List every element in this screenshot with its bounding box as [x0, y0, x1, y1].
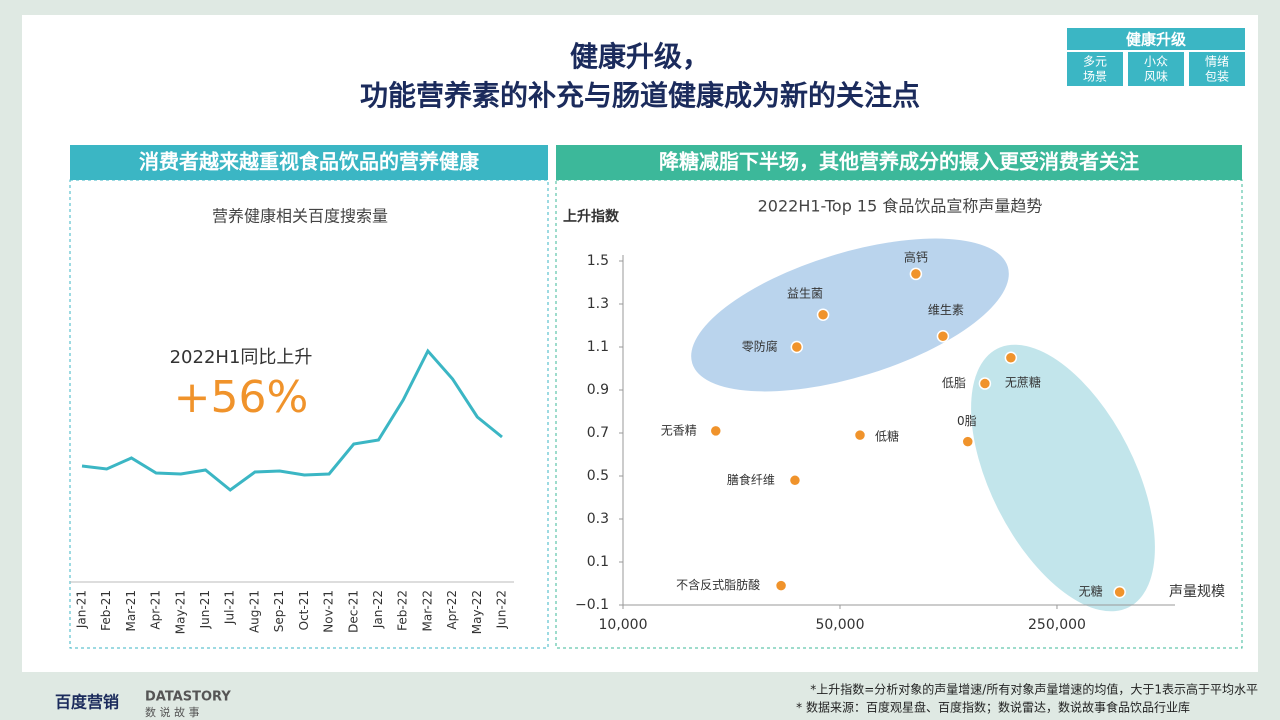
point-label: 膳食纤维 — [727, 472, 775, 487]
y-tick-label: 1.3 — [587, 296, 609, 312]
x-tick-label: Jul-21 — [223, 590, 237, 625]
logo: 百度营销 — [55, 693, 119, 712]
panel-title: 消费者越来越重视食品饮品的营养健康 — [139, 150, 480, 174]
panel-border — [555, 179, 1243, 649]
annotation: 2022H1同比上升 — [170, 347, 313, 368]
tag-box — [1128, 52, 1184, 86]
x-tick-label: May-21 — [173, 590, 187, 634]
x-axis-label: 声量规模 — [1169, 584, 1225, 600]
y-tick-label: 0.1 — [587, 554, 609, 570]
annotation-highlight: +56% — [174, 372, 309, 423]
point — [1113, 585, 1126, 599]
tag-text: 风味 — [1144, 70, 1168, 84]
y-tick-label: 0.5 — [587, 468, 609, 484]
point — [788, 474, 802, 487]
point — [709, 424, 723, 438]
x-tick-label: Nov-21 — [322, 590, 336, 633]
point-label: 低糖 — [875, 429, 899, 444]
point-label: 高钙 — [904, 249, 928, 264]
tag-header — [1067, 28, 1245, 50]
panel-header — [556, 145, 1242, 180]
point — [909, 267, 923, 281]
x-tick-label: Feb-21 — [99, 590, 113, 631]
point-label: 无香精 — [661, 423, 697, 437]
panel-title: 降糖减脂下半场，其他营养成分的摄入更受消费者关注 — [659, 150, 1139, 174]
chart-title: 营养健康相关百度搜索量 — [212, 207, 388, 226]
title-line: 健康升级， — [570, 40, 710, 73]
tag-box — [1189, 52, 1245, 86]
point — [936, 330, 950, 343]
line — [81, 348, 503, 492]
tag-text: 场景 — [1083, 70, 1107, 84]
tag-box — [1067, 52, 1123, 86]
y-tick-label: 0.3 — [587, 511, 609, 527]
x-tick-label: Oct-21 — [297, 590, 311, 630]
cluster — [971, 344, 1155, 612]
y-tick-label: 1.5 — [587, 253, 609, 269]
x-tick-label: Jan-21 — [75, 590, 89, 629]
point-label: 0脂 — [957, 413, 977, 428]
x-tick-label: Feb-22 — [396, 590, 410, 631]
point-label: 零防腐 — [742, 339, 778, 354]
x-tick-label: 10,000 — [599, 617, 648, 633]
point-label: 低脂 — [942, 375, 966, 390]
tag-title: 健康升级 — [1126, 31, 1187, 49]
tag-text: 情绪 — [1205, 55, 1229, 69]
y-tick-label: 0.9 — [587, 382, 609, 398]
point — [853, 428, 867, 442]
tag-text: 小众 — [1144, 55, 1168, 69]
x-tick-label: Sep-21 — [272, 590, 286, 632]
panel-border — [69, 179, 549, 649]
x-tick-label: May-22 — [470, 590, 484, 634]
cluster — [691, 238, 1009, 392]
point — [1004, 351, 1018, 364]
x-tick-label: Mar-22 — [420, 590, 434, 631]
point-label: 维生素 — [928, 303, 964, 317]
x-tick-label: Jun-21 — [198, 590, 212, 629]
x-tick-label: Jan-22 — [371, 590, 385, 629]
x-tick-label: Jun-22 — [495, 590, 509, 629]
point-label: 不含反式脂肪酸 — [676, 577, 760, 592]
x-tick-label: 250,000 — [1028, 617, 1086, 633]
logo: 数 说 故 事 — [145, 705, 200, 719]
x-tick-label: Aug-21 — [247, 590, 261, 633]
tag-text: 多元 — [1083, 55, 1107, 69]
x-tick-label: 50,000 — [815, 617, 864, 633]
point-label: 无糖 — [1079, 584, 1103, 599]
tag-text: 包装 — [1205, 70, 1229, 84]
point — [978, 377, 992, 390]
footnote: *上升指数=分析对象的声量增速/所有对象声量增速的均值，大于1表示高于平均水平 — [810, 682, 1258, 697]
point — [774, 579, 788, 592]
y-tick-label: 0.7 — [587, 425, 609, 441]
logo: DATASTORY — [145, 690, 231, 705]
point — [790, 340, 804, 354]
panel-header — [70, 145, 548, 180]
point — [961, 435, 975, 448]
x-tick-label: Dec-21 — [346, 590, 360, 633]
chart-title: 2022H1-Top 15 食品饮品宣称声量趋势 — [758, 197, 1043, 216]
y-axis-label: 上升指数 — [563, 208, 620, 225]
y-tick-label: 1.1 — [587, 339, 609, 355]
x-tick-label: Apr-22 — [445, 590, 459, 630]
y-tick-label: −0.1 — [575, 597, 609, 613]
x-tick-label: Apr-21 — [149, 590, 163, 630]
x-tick-label: Mar-21 — [124, 590, 138, 631]
point-label: 无蔗糖 — [1005, 374, 1041, 389]
point — [816, 308, 830, 321]
point-label: 益生菌 — [787, 286, 823, 300]
footnote: * 数据来源：百度观星盘、百度指数；数说雷达，数说故事食品饮品行业库 — [796, 700, 1190, 715]
title-line: 功能营养素的补充与肠道健康成为新的关注点 — [360, 79, 920, 112]
